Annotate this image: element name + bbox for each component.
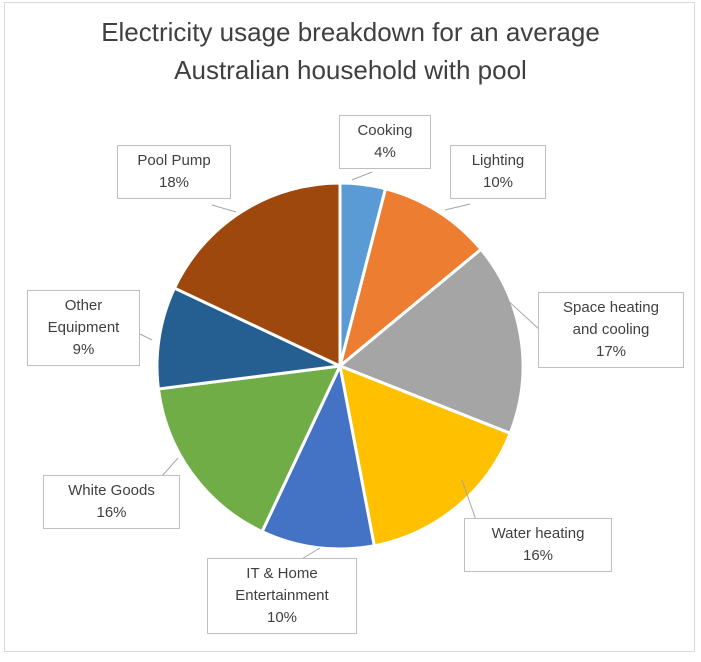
data-label-name: Pool Pump (137, 152, 211, 169)
data-label-name-line-2: Entertainment (235, 587, 329, 604)
data-label-lighting: Lighting 10% (450, 145, 546, 199)
data-label-cooking: Cooking 4% (339, 115, 431, 169)
pie-slice-other-equipment (155, 286, 342, 391)
data-label-name: IT & Home (246, 565, 318, 582)
data-label-percent: 10% (266, 609, 298, 626)
data-label-name: White Goods (68, 482, 155, 499)
data-label-percent: 16% (96, 504, 127, 521)
data-label-name: Space heating (563, 299, 659, 316)
chart-title-line-1: Electricity usage breakdown for an avera… (101, 17, 600, 47)
data-label-other-equipment: Other Equipment 9% (27, 290, 140, 366)
data-label-percent: 18% (158, 174, 190, 191)
leader-line (461, 479, 477, 521)
data-label-percent: 9% (72, 341, 95, 358)
data-label-white-goods: White Goods 16% (43, 475, 180, 529)
data-label-percent: 10% (482, 174, 514, 191)
data-label-name: Water heating (491, 525, 585, 542)
data-label-percent: 4% (374, 144, 396, 161)
data-label-it-home-entertainment: IT & Home Entertainment 10% (207, 558, 357, 634)
pie-slice-white-goods (156, 364, 342, 534)
leader-line (444, 203, 471, 211)
data-label-name-line-2: and cooling (572, 321, 650, 338)
data-label-name: Cooking (357, 122, 413, 139)
data-label-name: Other (64, 297, 103, 314)
pie-slice-lighting (338, 187, 483, 368)
pie-slice-it-home-entertainment (260, 364, 376, 551)
chart-title-line-2: Australian household with pool (174, 55, 527, 85)
data-label-name: Lighting (471, 152, 525, 169)
data-label-percent: 16% (522, 547, 554, 564)
data-label-space-heating-and-cooling: Space heating and cooling 17% (538, 292, 684, 368)
pie-slice-pool-pump (172, 181, 342, 368)
pie-slice-space-heating-and-cooling (338, 247, 525, 435)
leader-line (139, 333, 153, 341)
data-label-pool-pump: Pool Pump 18% (117, 145, 231, 199)
data-label-percent: 17% (595, 343, 627, 360)
data-label-water-heating: Water heating 16% (464, 518, 612, 572)
leader-line (211, 204, 237, 213)
chart-title: Electricity usage breakdown for an avera… (5, 13, 696, 89)
pie-slice-water-heating (338, 364, 512, 548)
data-label-name-line-2: Equipment (47, 319, 120, 336)
leader-line (504, 297, 541, 331)
leader-line (161, 457, 179, 477)
leader-line (351, 171, 373, 181)
